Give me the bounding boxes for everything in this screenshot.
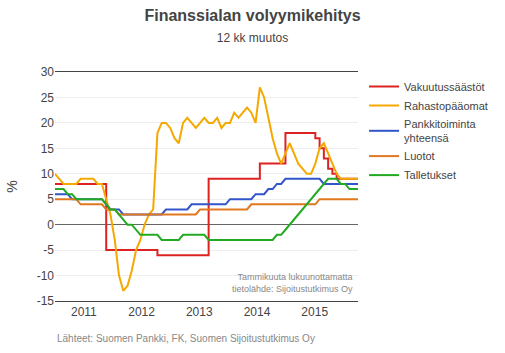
- svg-text:Lähteet: Suomen Pankki, FK, Su: Lähteet: Suomen Pankki, FK, Suomen Sijoi…: [57, 333, 315, 344]
- svg-text:%: %: [4, 180, 20, 192]
- svg-text:5: 5: [47, 192, 54, 206]
- svg-text:Luotot: Luotot: [404, 150, 435, 162]
- svg-text:10: 10: [41, 167, 55, 181]
- svg-text:25: 25: [41, 91, 55, 105]
- svg-text:Vakuutussäästöt: Vakuutussäästöt: [404, 81, 485, 93]
- svg-text:-5: -5: [43, 243, 54, 257]
- svg-text:2015: 2015: [301, 305, 328, 319]
- svg-text:Talletukset: Talletukset: [404, 169, 456, 181]
- svg-text:Rahastopääomat: Rahastopääomat: [404, 100, 488, 112]
- svg-text:Tammikuuta lukuunottamattatiet: Tammikuuta lukuunottamattatietolähde: Si…: [232, 272, 353, 294]
- svg-text:2012: 2012: [128, 305, 155, 319]
- svg-text:2013: 2013: [186, 305, 213, 319]
- svg-text:20: 20: [41, 116, 55, 130]
- svg-text:Finanssialan volyymikehitys12: Finanssialan volyymikehitys12 kk muutos: [144, 7, 360, 45]
- svg-text:-10: -10: [37, 269, 55, 283]
- svg-text:0: 0: [47, 218, 54, 232]
- svg-text:2011: 2011: [71, 305, 97, 319]
- svg-text:15: 15: [41, 142, 55, 156]
- svg-text:Pankkitoimintayhteensä: Pankkitoimintayhteensä: [404, 118, 476, 144]
- svg-text:2014: 2014: [244, 305, 271, 319]
- svg-text:-15: -15: [37, 294, 55, 308]
- svg-text:30: 30: [41, 65, 55, 79]
